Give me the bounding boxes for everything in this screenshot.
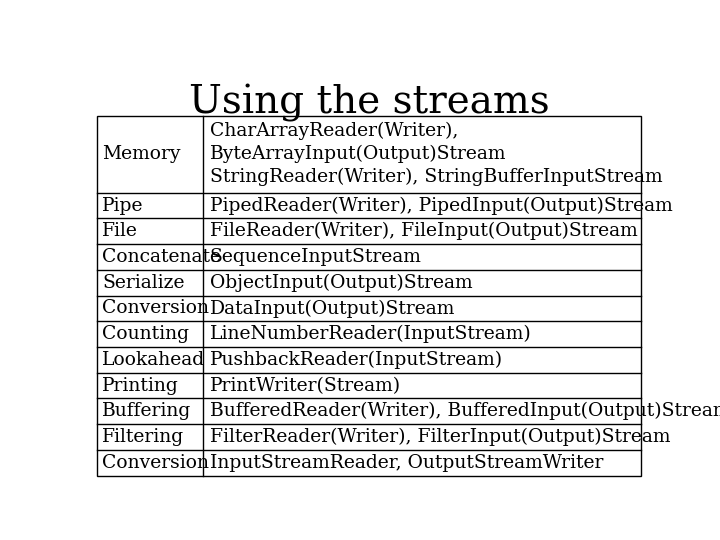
- Text: Serialize: Serialize: [102, 274, 185, 292]
- Text: InputStreamReader, OutputStreamWriter: InputStreamReader, OutputStreamWriter: [210, 454, 603, 472]
- Text: DataInput(Output)Stream: DataInput(Output)Stream: [210, 299, 455, 318]
- Text: Printing: Printing: [102, 376, 179, 395]
- Text: Lookahead: Lookahead: [102, 351, 205, 369]
- Text: FilterReader(Writer), FilterInput(Output)Stream: FilterReader(Writer), FilterInput(Output…: [210, 428, 670, 446]
- Text: Memory: Memory: [102, 145, 181, 163]
- Text: SequenceInputStream: SequenceInputStream: [210, 248, 421, 266]
- Text: PrintWriter(Stream): PrintWriter(Stream): [210, 376, 401, 395]
- Text: PushbackReader(InputStream): PushbackReader(InputStream): [210, 351, 503, 369]
- Text: FileReader(Writer), FileInput(Output)Stream: FileReader(Writer), FileInput(Output)Str…: [210, 222, 637, 240]
- Text: Filtering: Filtering: [102, 428, 184, 446]
- Text: BufferedReader(Writer), BufferedInput(Output)Stream: BufferedReader(Writer), BufferedInput(Ou…: [210, 402, 720, 421]
- Text: LineNumberReader(InputStream): LineNumberReader(InputStream): [210, 325, 531, 343]
- Text: ObjectInput(Output)Stream: ObjectInput(Output)Stream: [210, 274, 472, 292]
- Text: Pipe: Pipe: [102, 197, 144, 214]
- Text: PipedReader(Writer), PipedInput(Output)Stream: PipedReader(Writer), PipedInput(Output)S…: [210, 197, 672, 215]
- Text: CharArrayReader(Writer),
ByteArrayInput(Output)Stream
StringReader(Writer), Stri: CharArrayReader(Writer), ByteArrayInput(…: [210, 122, 662, 186]
- Text: Conversion: Conversion: [102, 454, 210, 472]
- Text: Buffering: Buffering: [102, 402, 192, 420]
- Text: Concatenate: Concatenate: [102, 248, 221, 266]
- Text: Conversion: Conversion: [102, 299, 210, 318]
- Text: Counting: Counting: [102, 325, 189, 343]
- Text: File: File: [102, 222, 138, 240]
- Text: Using the streams: Using the streams: [189, 84, 549, 122]
- Bar: [96, 116, 642, 476]
